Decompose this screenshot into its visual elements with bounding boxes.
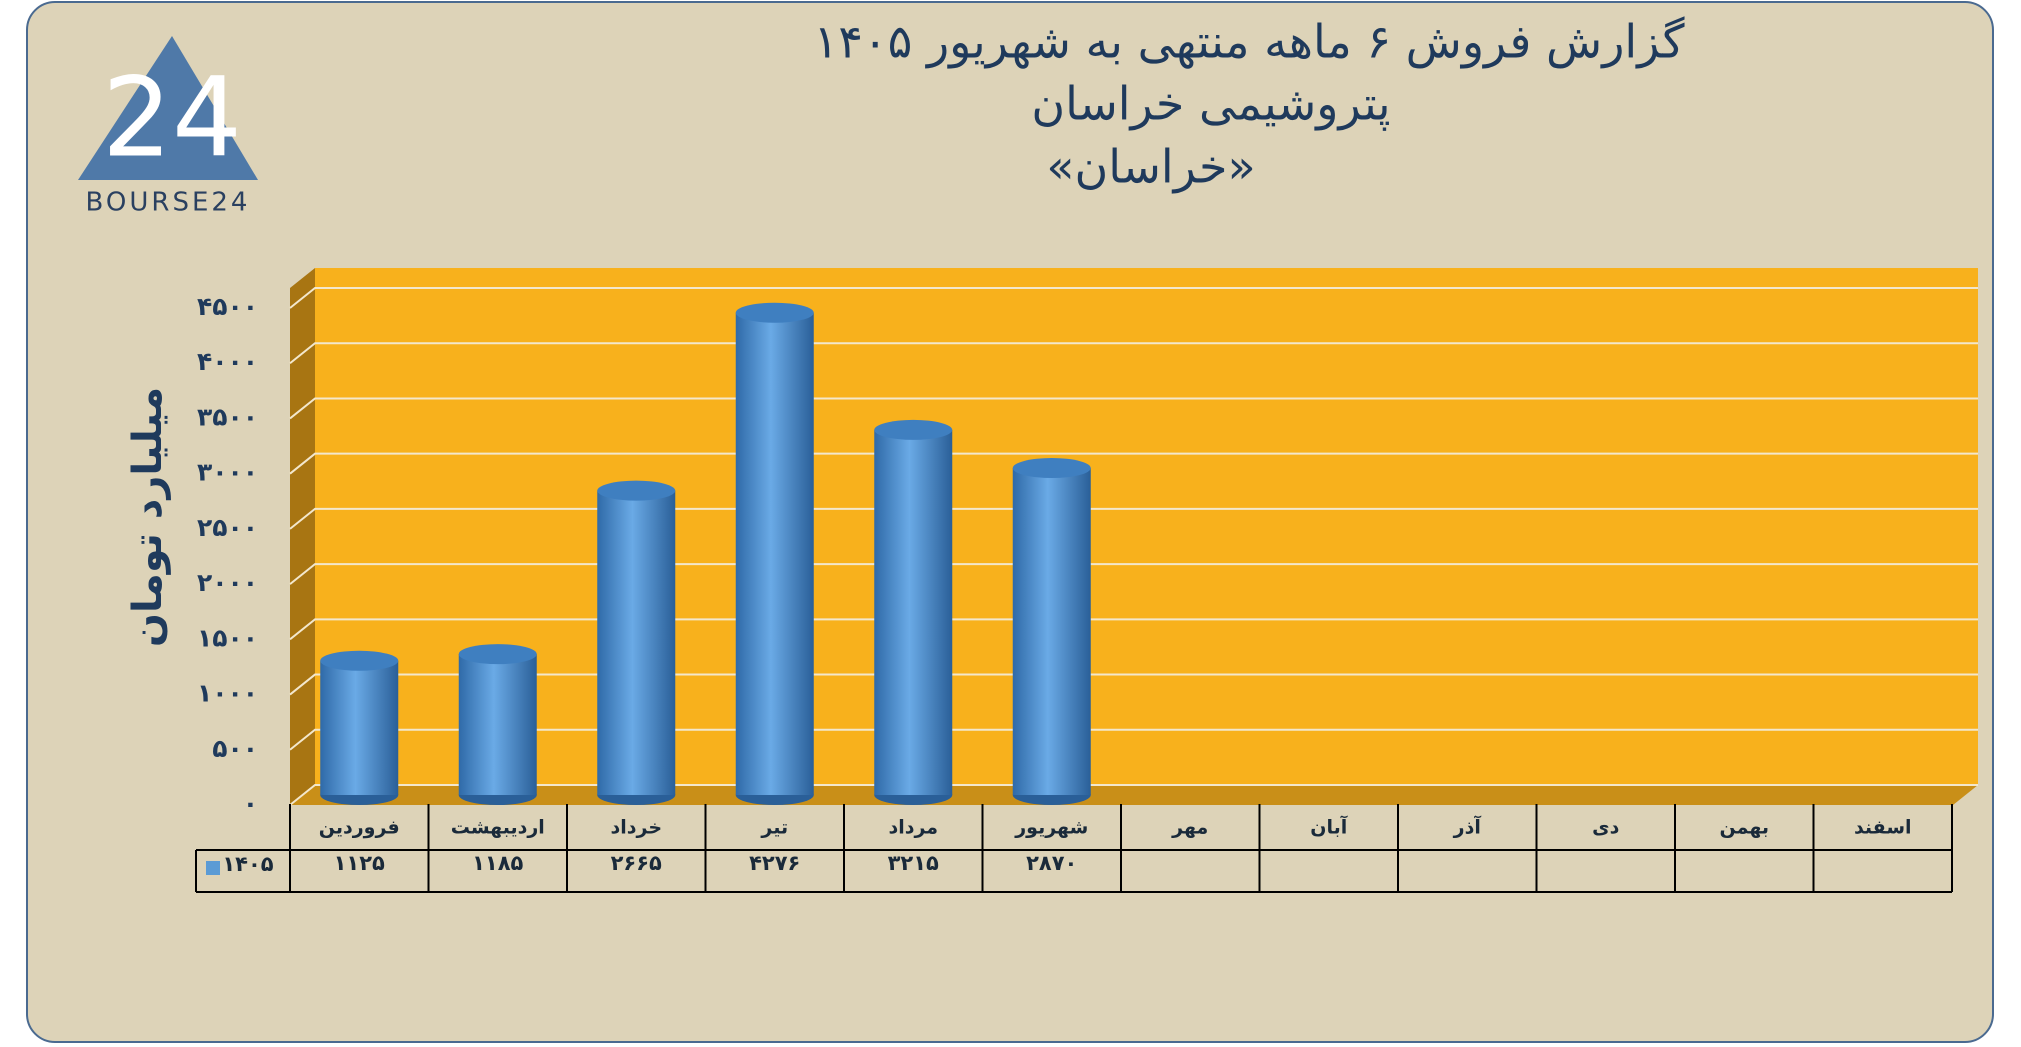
grid-line: [289, 728, 1978, 751]
x-tick-label: مرداد: [888, 817, 938, 839]
chart-title: گزارش فروش ۶ ماهه منتهی به شهریور ۱۴۰۵: [814, 15, 1685, 70]
y-tick-label: ۳۵۰۰: [197, 402, 258, 431]
grid-line: [289, 507, 1978, 530]
x-tick-label: شهریور: [1014, 817, 1088, 839]
y-tick-label: ۲۰۰۰: [197, 568, 258, 597]
value-label: ۲۸۷۰: [1026, 851, 1077, 875]
grid-line: [289, 342, 1978, 365]
x-tick-label: آبان: [1310, 815, 1347, 839]
legend-label: ۱۴۰۵: [222, 852, 273, 876]
grid-line: [289, 397, 1978, 420]
bar: [1012, 468, 1091, 795]
y-tick-label: ۴۵۰۰: [197, 292, 258, 321]
y-tick-label: ۲۵۰۰: [197, 513, 258, 542]
bar-top: [874, 419, 953, 440]
grid-line: [289, 563, 1978, 585]
x-tick-label: تیر: [760, 817, 788, 839]
y-tick-label: ۱۰۰۰: [197, 679, 258, 708]
grid-line: [289, 618, 1978, 641]
bar-top: [1012, 458, 1091, 479]
x-tick-label: دی: [1592, 817, 1619, 839]
x-tick-label: اردیبهشت: [451, 817, 545, 839]
y-tick-label: ۴۰۰۰: [197, 347, 258, 376]
value-label: ۱۱۸۵: [472, 851, 523, 875]
x-tick-label: فروردین: [319, 817, 400, 839]
y-tick-label: ۱۵۰۰: [197, 623, 258, 652]
y-tick-label: ۵۰۰: [212, 734, 258, 763]
y-axis-label: میلیارد تومان: [125, 387, 171, 647]
bar-top: [458, 644, 537, 665]
grid-line: [289, 452, 1978, 475]
bar: [458, 654, 537, 795]
x-tick-label: مهر: [1171, 817, 1208, 839]
value-label: ۲۶۶۵: [611, 851, 662, 875]
x-tick-label: آذر: [1453, 815, 1482, 839]
bar-top: [320, 650, 399, 671]
plot-side-wall: [290, 268, 315, 805]
logo-triangle: [78, 36, 258, 180]
grid-line: [289, 287, 1978, 309]
bar: [597, 490, 676, 795]
value-label: ۱۱۲۵: [334, 851, 385, 875]
x-tick-label: خرداد: [610, 817, 662, 839]
legend-swatch: [206, 861, 220, 875]
symbol: «خراسان»: [1046, 140, 1255, 195]
bar: [320, 660, 399, 795]
x-tick-label: اسفند: [1854, 817, 1912, 839]
grid-line: [289, 784, 1978, 806]
bar-top: [597, 480, 676, 501]
plot-back-wall: [315, 268, 1978, 785]
logo-mark: 24: [102, 53, 242, 181]
bar: [874, 429, 953, 795]
logo-text: BOURSE24: [86, 188, 251, 218]
grid-line: [289, 673, 1978, 696]
y-tick-label: ۰: [243, 789, 258, 818]
plot-floor: [290, 785, 1978, 805]
chart-subtitle: پتروشیمی خراسان: [1031, 77, 1390, 132]
bar-top: [735, 302, 814, 323]
value-label: ۴۲۷۶: [749, 851, 800, 875]
x-tick-label: بهمن: [1719, 817, 1769, 839]
y-tick-label: ۳۰۰۰: [197, 458, 258, 487]
value-label: ۳۲۱۵: [888, 851, 939, 875]
bar: [735, 312, 814, 795]
